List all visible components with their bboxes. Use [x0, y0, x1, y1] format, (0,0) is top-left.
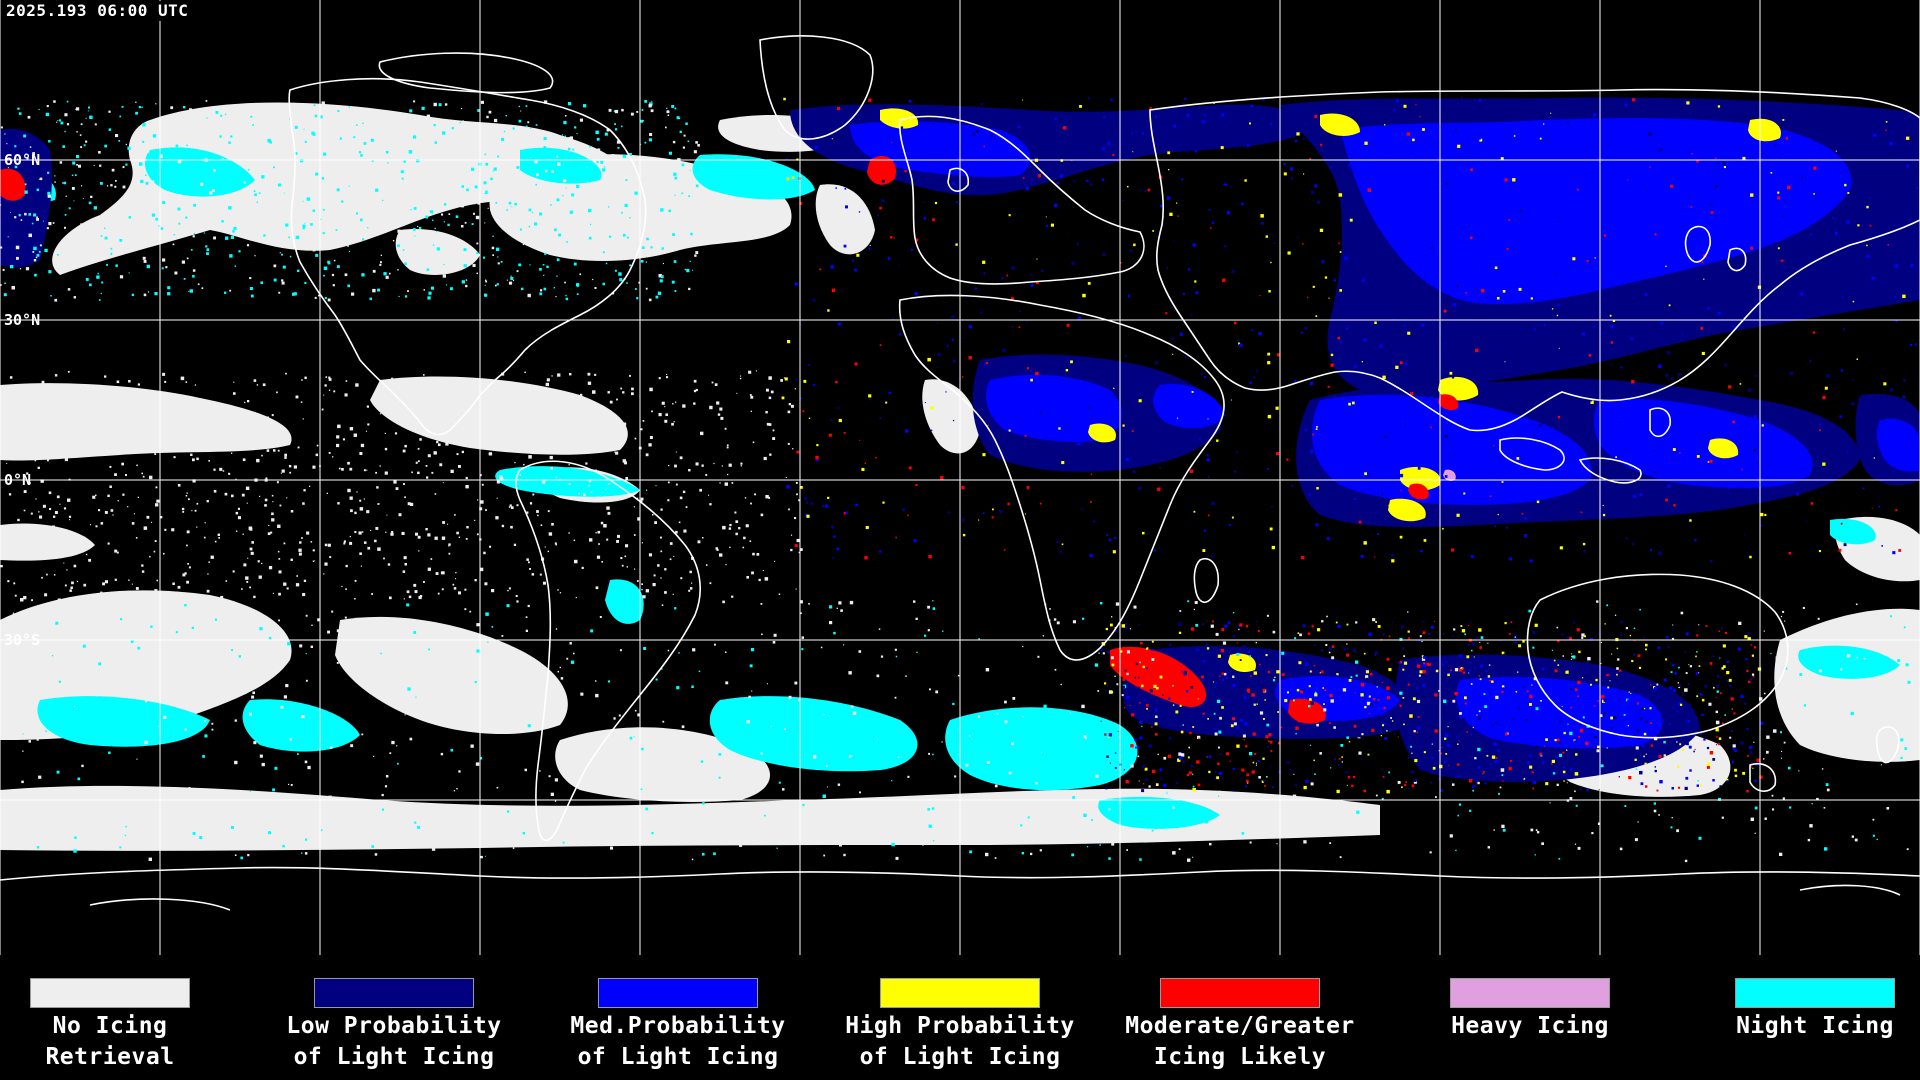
legend-item: Low Probability of Light Icing	[259, 978, 529, 1073]
latitude-label: 30°N	[4, 311, 41, 329]
lat-lon-gridlines	[0, 0, 1920, 955]
legend-label-line1: Heavy Icing	[1451, 1013, 1609, 1039]
legend-swatch	[880, 978, 1040, 1008]
legend-label-line1: Med.Probability	[570, 1013, 786, 1039]
map-canvas	[0, 0, 1920, 955]
legend-label-line2: of Light Icing	[577, 1044, 779, 1070]
legend-label: Moderate/Greater Icing Likely	[1105, 1011, 1375, 1073]
speckle-texture	[0, 95, 1920, 863]
latitude-label: 0°N	[4, 471, 32, 489]
legend-label: Night Icing	[1680, 1011, 1920, 1042]
legend-swatch	[30, 978, 190, 1008]
latitude-label: 60°N	[4, 151, 41, 169]
legend-item: No Icing Retrieval	[0, 978, 245, 1073]
heavy-icing-areas	[1443, 469, 1456, 482]
icing-legend: No Icing Retrieval Low Probability of Light…	[0, 960, 1920, 1080]
moderate-greater-icing-areas	[0, 156, 1459, 724]
legend-label: High Probability of Light Icing	[825, 1011, 1095, 1073]
legend-label-line1: No Icing	[52, 1013, 168, 1039]
legend-item: Moderate/Greater Icing Likely	[1105, 978, 1375, 1073]
legend-label-line2: Icing Likely	[1153, 1044, 1327, 1070]
legend-label: No Icing Retrieval	[0, 1011, 245, 1073]
legend-item: Night Icing	[1680, 978, 1920, 1042]
legend-swatch	[598, 978, 758, 1008]
latitude-label: 30°S	[4, 631, 41, 649]
legend-label-line1: Night Icing	[1736, 1013, 1894, 1039]
legend-item: High Probability of Light Icing	[825, 978, 1095, 1073]
legend-item: Heavy Icing	[1395, 978, 1665, 1042]
legend-label: Heavy Icing	[1395, 1011, 1665, 1042]
legend-swatch	[1735, 978, 1895, 1008]
legend-label-line1: High Probability	[845, 1013, 1075, 1039]
legend-label: Med.Probability of Light Icing	[543, 1011, 813, 1073]
legend-label: Low Probability of Light Icing	[259, 1011, 529, 1073]
high-probability-light-icing-areas	[880, 108, 1781, 673]
legend-swatch	[1450, 978, 1610, 1008]
legend-label-line2: of Light Icing	[293, 1044, 495, 1070]
legend-label-line1: Moderate/Greater	[1125, 1013, 1355, 1039]
legend-label-line2: Retrieval	[45, 1044, 175, 1070]
legend-label-line1: Low Probability	[286, 1013, 502, 1039]
legend-label-line2: of Light Icing	[859, 1044, 1061, 1070]
timestamp-label: 2025.193 06:00 UTC	[4, 1, 191, 21]
legend-item: Med.Probability of Light Icing	[543, 978, 813, 1073]
legend-swatch	[1160, 978, 1320, 1008]
icing-map: 2025.193 06:00 UTC 60°N 30°N 0°N 30°S	[0, 0, 1920, 955]
legend-swatch	[314, 978, 474, 1008]
